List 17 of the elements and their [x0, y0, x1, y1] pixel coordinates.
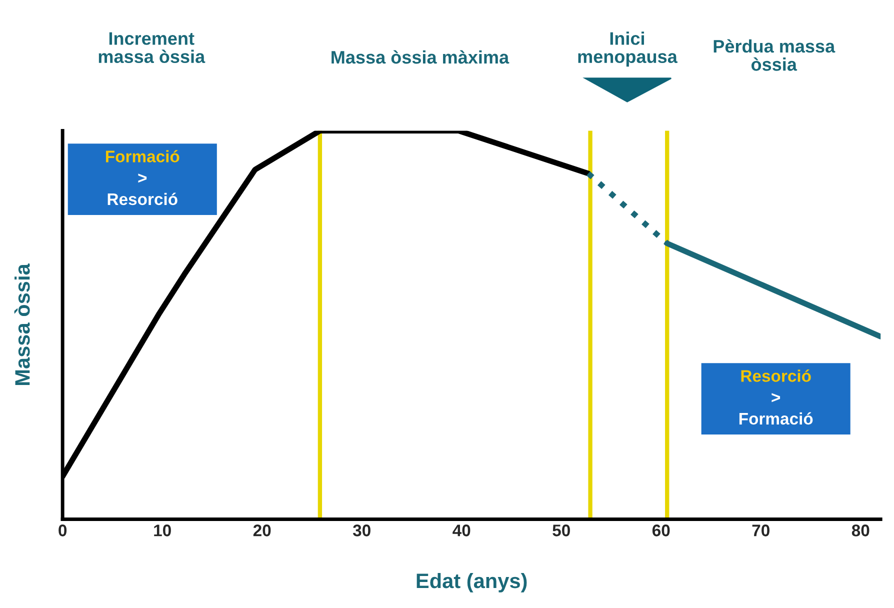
x-tick-label: 30	[352, 524, 370, 536]
x-tick-label: 10	[154, 524, 171, 536]
x-tick-label: 70	[752, 524, 770, 536]
x-tick-label: 0	[58, 524, 67, 536]
x-tick-label: 60	[652, 524, 670, 536]
x-tick-label: 50	[552, 524, 570, 536]
annotation: Formació > Resorció	[106, 150, 180, 206]
text: Massa òssia màxima	[332, 50, 510, 64]
x-axis-title: Edat (anys)	[416, 572, 527, 592]
annotation: Resorció > Formació	[739, 370, 813, 425]
y-axis-title: Massa òssia	[14, 263, 30, 385]
x-tick-label: 40	[452, 524, 470, 536]
x-tick-label: 20	[253, 524, 271, 536]
text: Increment massa òssia	[98, 32, 206, 64]
x-tick-label: 80	[852, 524, 870, 536]
text: Pèrdua massa òssia	[714, 39, 836, 71]
text: Inici menopausa	[578, 32, 678, 67]
